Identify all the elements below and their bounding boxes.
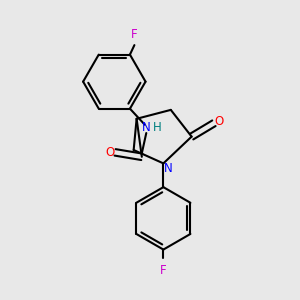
Text: N: N xyxy=(142,121,151,134)
Text: F: F xyxy=(131,28,138,41)
Text: O: O xyxy=(214,115,224,128)
Text: H: H xyxy=(153,121,162,134)
Text: O: O xyxy=(105,146,114,159)
Text: F: F xyxy=(160,264,167,277)
Text: N: N xyxy=(164,162,172,175)
